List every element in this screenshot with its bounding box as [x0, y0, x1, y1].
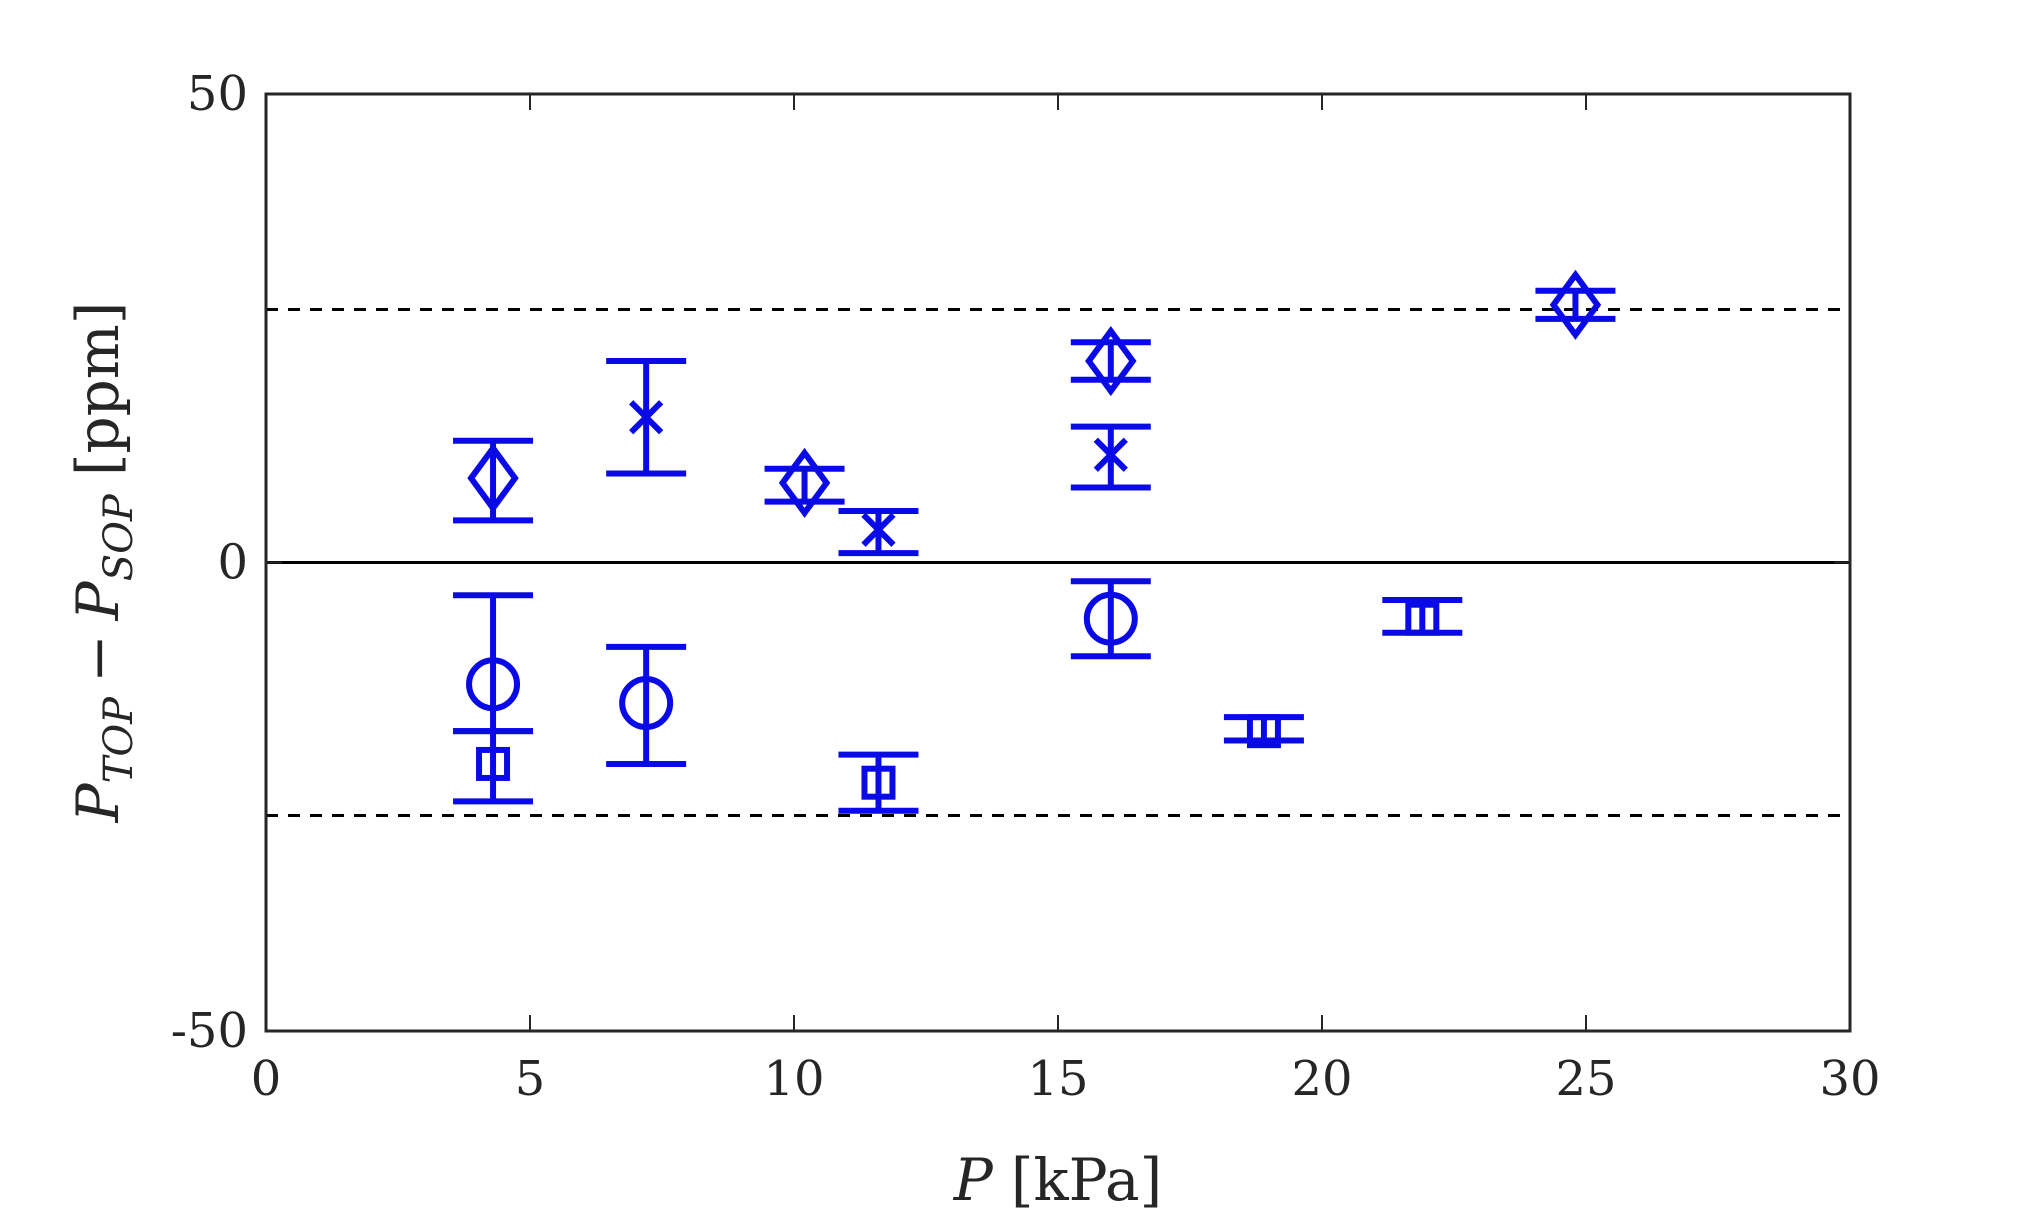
data-point-square — [1223, 714, 1304, 749]
y-axis-label: PTOP−PSOP[ppm] — [64, 302, 142, 824]
data-series — [453, 269, 1616, 814]
y-tick-label: 50 — [187, 66, 248, 122]
x-tick-label: 25 — [1555, 1051, 1616, 1107]
x-tick-label: 5 — [515, 1051, 546, 1107]
marker-diamond — [778, 447, 831, 518]
x-axis-label: P [kPa] — [953, 1146, 1162, 1214]
marker-x — [1093, 437, 1128, 472]
data-point-diamond — [764, 447, 845, 518]
marker-square — [861, 765, 896, 800]
data-point-square — [838, 751, 919, 814]
x-tick-label: 10 — [763, 1051, 824, 1107]
data-point-circle — [606, 643, 687, 767]
x-tick-label: 0 — [251, 1051, 282, 1107]
marker-square — [476, 746, 511, 781]
x-tick-label: 20 — [1291, 1051, 1352, 1107]
data-point-x — [838, 507, 919, 557]
marker-diamond — [467, 443, 519, 514]
data-point-x — [1070, 423, 1151, 491]
data-point-square — [453, 728, 534, 805]
series-square — [453, 596, 1463, 814]
series-x — [606, 358, 1151, 557]
marker-diamond — [1085, 325, 1137, 397]
marker-square — [1246, 714, 1281, 749]
marker-x — [861, 512, 896, 547]
marker-diamond — [1549, 269, 1602, 340]
y-axis: -50 0 50 — [171, 66, 1850, 1059]
data-point-diamond — [1070, 325, 1151, 397]
reference-lines — [266, 308, 1850, 817]
marker-circle — [1083, 591, 1138, 646]
y-tick-label: -50 — [171, 1003, 248, 1059]
marker-circle — [466, 657, 521, 712]
data-point-circle — [1070, 578, 1151, 660]
data-point-diamond — [1535, 269, 1616, 340]
x-tick-label: 15 — [1027, 1051, 1088, 1107]
marker-square — [1405, 601, 1440, 636]
data-point-x — [606, 358, 687, 477]
data-point-diamond — [453, 437, 534, 524]
data-point-square — [1382, 596, 1463, 636]
series-diamond — [453, 269, 1616, 524]
y-tick-label: 0 — [217, 535, 248, 591]
x-axis: 0 5 10 15 20 25 30 — [251, 94, 1881, 1107]
marker-x — [629, 400, 664, 435]
marker-circle — [619, 676, 674, 731]
x-tick-label: 30 — [1819, 1051, 1880, 1107]
